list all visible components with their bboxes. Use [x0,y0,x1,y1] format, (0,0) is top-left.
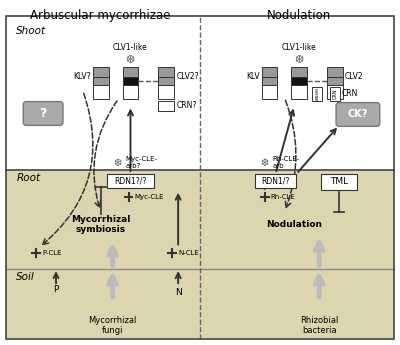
Text: Soil: Soil [16,272,35,282]
Bar [327,67,343,77]
Bar [291,85,307,99]
Text: Rh-CLE: Rh-CLE [270,194,295,200]
Text: P: P [53,285,59,294]
Bar [158,85,174,99]
Bar [262,85,278,99]
Text: N: N [175,287,182,297]
Text: CLV2?: CLV2? [176,72,199,81]
Bar [93,77,109,85]
Bar [122,77,138,85]
Text: Rhizobial
bacteria: Rhizobial bacteria [300,316,338,335]
Bar [255,174,296,188]
FancyBboxPatch shape [336,102,380,126]
Text: RDN1/?: RDN1/? [261,176,290,185]
Text: Arbuscular mycorrhizae: Arbuscular mycorrhizae [30,9,171,22]
Bar [262,67,278,77]
Text: ❆: ❆ [295,55,304,65]
Text: ❆: ❆ [260,158,269,168]
Bar [122,85,138,99]
Text: CRN?: CRN? [176,101,196,110]
Text: CRN: CRN [332,88,338,99]
Bar [291,77,307,85]
Text: CLV2: CLV2 [345,72,364,81]
Bar [6,170,394,339]
Text: Nodulation: Nodulation [267,9,332,22]
Text: ?: ? [40,107,47,120]
Text: CLV1-like: CLV1-like [282,43,317,52]
Bar [158,101,174,111]
Text: CK?: CK? [348,109,368,119]
Bar [327,85,343,99]
Text: Mycorrhizal
symbiosis: Mycorrhizal symbiosis [71,215,130,234]
Text: CLV1-like: CLV1-like [113,43,148,52]
Text: P-CLE: P-CLE [42,250,62,256]
Text: Rh-CLE-
arb: Rh-CLE- arb [272,156,300,169]
Bar [330,87,340,101]
Bar [158,67,174,77]
Text: RDN1?/?: RDN1?/? [114,176,147,185]
Bar [291,67,307,77]
Text: Nodulation: Nodulation [266,220,322,229]
Bar [321,174,357,190]
Text: ❆: ❆ [114,158,122,168]
Text: N-CLE: N-CLE [178,250,199,256]
Text: KLV: KLV [246,72,260,81]
Bar [122,67,138,77]
Bar [327,77,343,85]
Text: TML: TML [330,177,348,186]
Text: KINSIN: KINSIN [315,87,319,100]
Bar [6,16,394,170]
Text: KLV?: KLV? [73,72,91,81]
Bar [262,77,278,85]
Text: Root: Root [16,173,40,183]
Text: CRN: CRN [342,89,358,98]
Text: Myc-CLE: Myc-CLE [134,194,164,200]
Bar [158,77,174,85]
Text: Shoot: Shoot [16,26,46,36]
Text: Myc-CLE-
arb?: Myc-CLE- arb? [126,156,158,169]
Bar [312,87,322,101]
Text: ❆: ❆ [126,55,135,65]
Text: Mycorrhizal
fungi: Mycorrhizal fungi [88,316,137,335]
Bar [107,174,154,188]
Bar [93,85,109,99]
Bar [93,67,109,77]
FancyBboxPatch shape [23,101,63,125]
